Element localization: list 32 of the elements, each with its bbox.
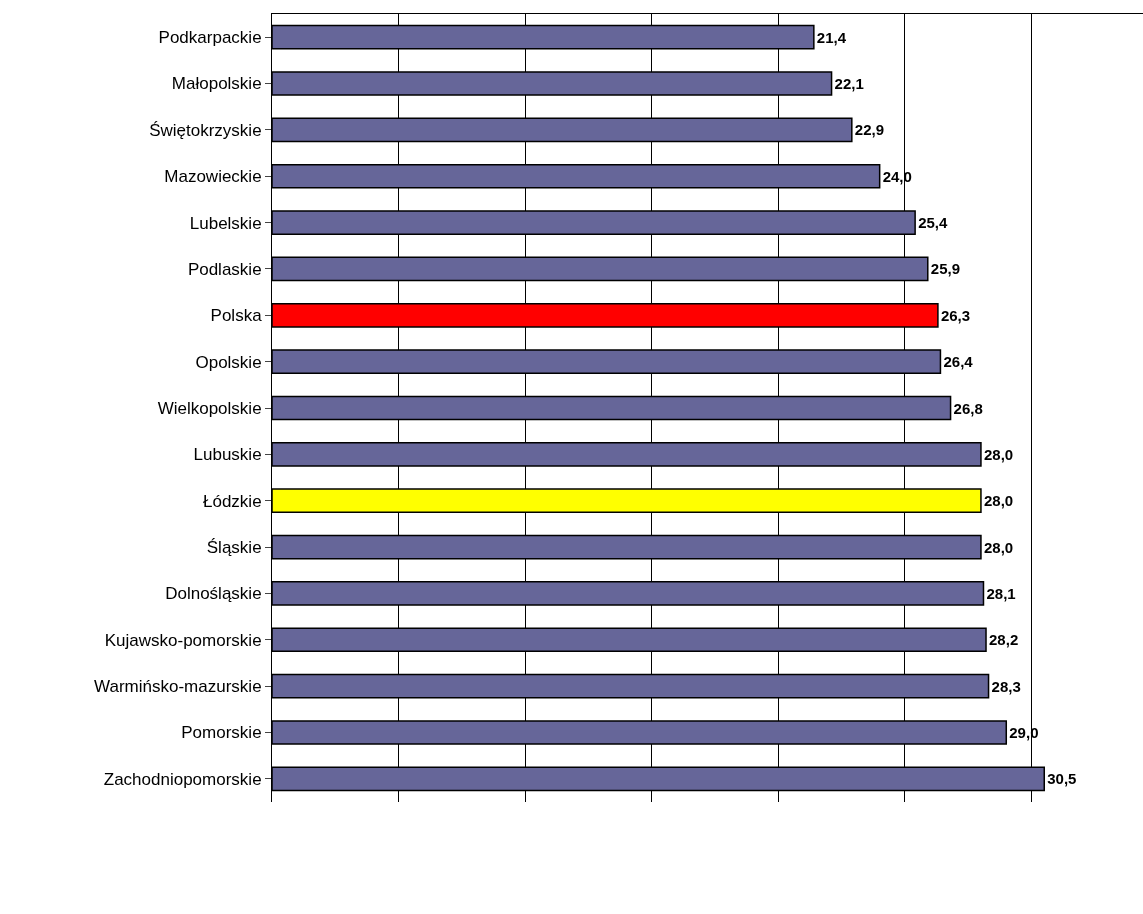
y-tick-label: Świętokrzyskie [149,120,262,140]
y-tick-label: Dolnośląskie [165,584,262,604]
data-label: 22,9 [854,121,885,139]
data-label: 21,4 [816,28,847,46]
data-label: 26,3 [940,306,971,324]
y-tick-label: Mazowieckie [164,167,262,187]
data-label: 28,0 [983,445,1014,463]
data-label: 28,1 [986,584,1016,602]
y-tick-label: Polska [210,306,263,326]
data-label: 28,0 [983,492,1014,510]
y-tick-label: Opolskie [195,352,262,372]
y-tick-label: Zachodniopomorskie [103,769,262,789]
y-tick-label: Kujawsko-pomorskie [104,630,262,650]
y-tick-label: Podlaskie [187,259,262,279]
y-tick-label: Lubuskie [193,445,262,465]
data-label: 25,9 [930,260,960,278]
data-label: 26,8 [953,399,983,417]
data-label: 28,0 [983,538,1014,556]
data-label: 22,1 [834,75,864,93]
y-tick-label: Łódzkie [202,491,262,511]
data-label: 30,5 [1047,770,1077,788]
y-tick-label: Podkarpackie [158,28,262,48]
data-label: 28,2 [989,631,1019,649]
y-tick-label: Lubelskie [189,213,262,233]
y-tick-label: Pomorskie [181,723,262,743]
data-label: 26,4 [943,353,974,371]
y-tick-label: Warmińsko-mazurskie [94,677,262,697]
data-label: 28,3 [991,677,1021,695]
data-label: 25,4 [918,214,948,232]
y-tick-label: Małopolskie [171,74,262,94]
y-tick-label: Śląskie [206,538,262,558]
y-tick-label: Wielkopolskie [157,398,262,418]
